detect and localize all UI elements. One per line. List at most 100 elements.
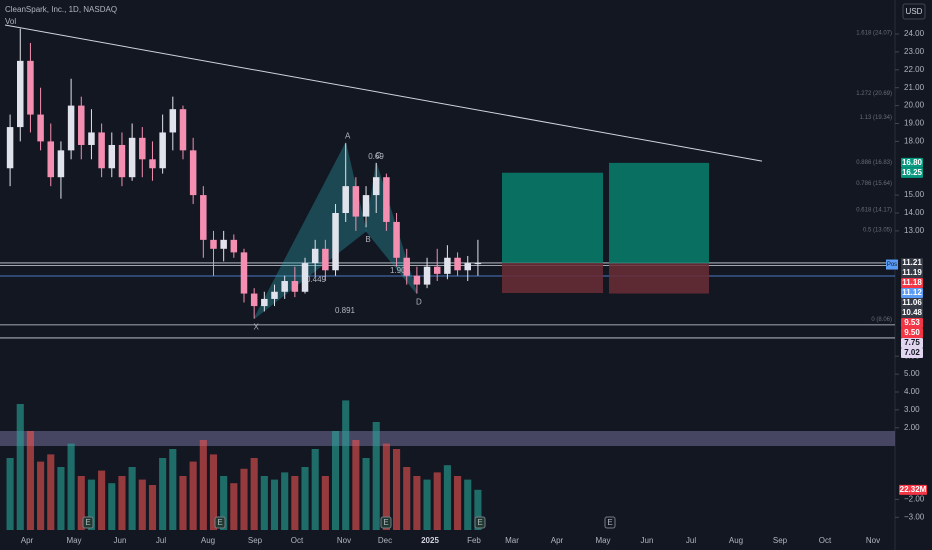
x-tick-label: Jul — [156, 536, 166, 545]
fib-label: 0.786 (15.64) — [856, 181, 892, 187]
volume-bar — [413, 476, 421, 530]
trendline — [4, 24, 763, 162]
target-zone — [609, 162, 709, 264]
x-tick-label: Oct — [291, 536, 304, 545]
volume-label: 22.32M — [900, 485, 927, 494]
y-tick-label: 14.00 — [904, 208, 925, 217]
volume-bar — [362, 458, 370, 530]
price-label-box — [901, 317, 923, 328]
price-label-box — [901, 267, 923, 278]
symbol-title: CleanSpark, Inc., 1D, NASDAQ — [5, 5, 117, 14]
y-tick-label: 2.00 — [904, 423, 920, 432]
candle-body — [433, 266, 441, 274]
candle-body — [383, 177, 390, 222]
volume-bar — [138, 479, 146, 530]
currency[interactable]: USD — [906, 7, 923, 16]
candle-body — [444, 257, 451, 274]
volume-bar — [270, 479, 279, 530]
candle-body — [98, 132, 105, 169]
price-label-box — [901, 277, 923, 288]
currency-button[interactable] — [902, 3, 926, 20]
x-tick-label: Apr — [551, 536, 564, 545]
volume-bar — [128, 467, 136, 530]
volume-bar — [26, 431, 34, 530]
ratio-label: 0.449 — [306, 275, 327, 284]
volume-bar — [454, 476, 462, 530]
x-tick-label: Jun — [114, 536, 127, 545]
candle-body — [393, 221, 400, 258]
volume-bar — [108, 483, 116, 530]
price-label-box — [901, 157, 923, 168]
volume-bar — [382, 443, 390, 530]
volume-label-box — [899, 484, 927, 495]
fib-label: 0.618 (14.17) — [856, 208, 892, 214]
volume-bar — [6, 458, 14, 530]
volume-bar — [423, 479, 431, 530]
x-tick-label: 2025 — [421, 536, 439, 545]
fib-label: 1.272 (20.69) — [856, 91, 892, 97]
y-tick-label: 13.00 — [904, 226, 925, 235]
pos-tag — [886, 259, 898, 270]
x-tick-label: May — [595, 536, 610, 545]
price-label: 10.48 — [902, 308, 923, 317]
fib-label: 0.5 (13.05) — [863, 228, 892, 234]
volume-bar — [392, 449, 401, 530]
y-tick-label: 18.00 — [904, 137, 925, 146]
candle-body — [149, 159, 156, 169]
candle-body — [159, 132, 166, 169]
event-marker — [214, 516, 226, 529]
candle-body — [261, 298, 268, 307]
volume-bar — [67, 443, 75, 530]
volume-bar — [118, 476, 126, 530]
y-tick-label: −3.00 — [904, 512, 925, 521]
candle-body — [57, 150, 65, 178]
y-tick-label: −2.00 — [904, 495, 925, 504]
pattern-label: C — [375, 151, 381, 160]
candle-body — [118, 144, 126, 178]
stop-zone — [609, 263, 709, 294]
y-tick-label: 4.00 — [904, 387, 920, 396]
y-tick-label: 24.00 — [904, 29, 925, 38]
fib-label: 1.13 (19.34) — [860, 115, 892, 121]
price-label: 16.25 — [902, 168, 923, 177]
volume-bar — [281, 472, 289, 530]
x-tick-label: May — [66, 536, 81, 545]
volume-bar — [433, 472, 441, 530]
volume-bar — [37, 461, 45, 530]
volume-bar — [148, 485, 157, 530]
volume-bar — [474, 489, 482, 530]
volume-bar — [16, 404, 24, 530]
candle-body — [210, 239, 217, 249]
price-label: 11.21 — [902, 258, 922, 267]
x-tick-label: Oct — [819, 536, 832, 545]
price-label-box — [901, 297, 923, 308]
volume-bar — [464, 479, 472, 530]
event-label: E — [607, 518, 612, 527]
candle-body — [67, 105, 75, 151]
event-marker — [474, 516, 486, 529]
candle-body — [352, 186, 360, 217]
y-tick-label: 22.00 — [904, 65, 925, 74]
candle-body — [454, 257, 461, 271]
candle-body — [291, 281, 299, 292]
fib-label: 0 (8.06) — [871, 317, 892, 323]
event-label: E — [477, 518, 482, 527]
x-tick-label: Aug — [201, 536, 215, 545]
candle-body — [474, 263, 482, 265]
price-label: 9.50 — [904, 328, 920, 337]
candle-body — [230, 239, 238, 253]
volume-bar — [331, 431, 340, 530]
pattern-label: D — [416, 298, 422, 307]
x-tick-label: Jul — [686, 536, 696, 545]
volume-bar — [352, 440, 360, 530]
fib-label: 0.886 (16.83) — [856, 160, 892, 166]
price-label-box — [901, 257, 923, 268]
candle-body — [464, 263, 471, 271]
volume-bar — [321, 476, 329, 530]
y-tick-label: 21.00 — [904, 83, 925, 92]
ratio-label: 0.69 — [368, 152, 384, 161]
target-zone — [502, 172, 603, 263]
volume-bar — [342, 400, 350, 530]
candle-body — [6, 127, 14, 169]
volume-bar — [179, 476, 187, 530]
